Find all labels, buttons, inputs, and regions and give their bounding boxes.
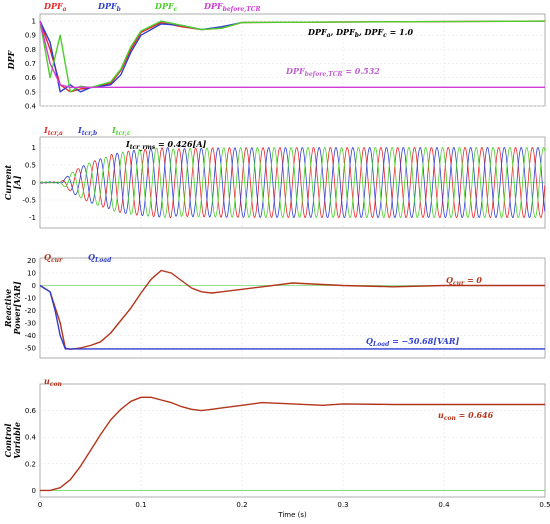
plot-area: [39, 13, 546, 107]
series-group: [39, 269, 545, 350]
y-tick-label: 0.7: [25, 60, 36, 68]
panel-4: 0.6 0.4 0.2 0 ControlVariable ucon ucon = 0.64…: [3, 376, 550, 519]
x-tick-label: 0.1: [135, 501, 146, 509]
y-tick-label: 10: [27, 270, 36, 278]
y-axis-label: DPF: [6, 49, 16, 70]
legend-item: DPFb: [97, 1, 121, 13]
legend-item: DPFbefore,TCR: [203, 1, 261, 13]
y-tick-label: 0: [32, 179, 36, 187]
panel-1: 1 0.9 0.8 0.7 0.6 0.5 0.4 DPF DPFa DPFb DPFc DPFbef…: [6, 1, 546, 111]
legend-item: Itcr,b: [77, 125, 97, 137]
y-tick-label: 0.6: [25, 74, 37, 82]
y-tick-label: -50: [25, 345, 36, 353]
series-group: [39, 20, 546, 93]
annotation: ucon = 0.646: [438, 410, 494, 422]
legend-item: ucon: [44, 376, 62, 388]
y-tick-label: -30: [25, 320, 36, 328]
legend-item: Itcr,c: [111, 125, 131, 137]
annotation: DPFa, DPFb, DPFc = 1.0: [307, 27, 413, 39]
series-line: [39, 147, 546, 218]
panel-2: 1 0.5 0 -0.5 -1 Current[A] Itcr,a Itcr,b Itcr,c I…: [3, 125, 546, 229]
series-line: [40, 396, 545, 492]
y-tick-label: 0.4: [25, 103, 37, 111]
y-tick-label: 0.2: [25, 460, 36, 468]
plot-area: [39, 257, 546, 359]
series-line: [39, 147, 546, 218]
x-axis-label: Time (s): [277, 511, 307, 519]
y-tick-label: 0.6: [25, 407, 37, 415]
y-tick-label: 0: [32, 282, 36, 290]
y-tick-label: 0.8: [25, 46, 36, 54]
x-tick-label: 0.3: [337, 501, 348, 509]
x-tick-label: 0.2: [236, 501, 247, 509]
y-tick-label: -0.5: [22, 197, 36, 205]
series-group: [39, 147, 546, 218]
x-tick-label: 0.5: [539, 501, 550, 509]
y-tick-label: 1: [32, 144, 36, 152]
legend-item: Itcr,a: [43, 125, 63, 137]
y-tick-label: 0.5: [25, 162, 36, 170]
y-tick-label: 0.5: [25, 88, 36, 96]
plot-area: [39, 383, 546, 498]
series-line: [39, 20, 545, 88]
y-tick-label: 1: [32, 18, 36, 26]
y-tick-label: -10: [25, 295, 36, 303]
series-group: [40, 396, 545, 492]
legend-item: DPFa: [43, 1, 67, 13]
annotation: Qcur = 0: [446, 275, 482, 287]
y-axis-label: ControlVariable: [3, 422, 22, 459]
x-tick-label: 0: [38, 501, 42, 509]
annotation: Itcr_rms = 0.426[A]: [125, 139, 207, 151]
y-tick-label: 0.4: [25, 434, 37, 442]
annotation: DPFbefore,TCR = 0.532: [285, 66, 380, 78]
panel-3: 20 10 0 -10 -20 -30 -40 -50 ReactivePower[VAR] Qc…: [3, 252, 546, 359]
y-tick-label: -40: [25, 332, 36, 340]
y-axis-label: Current[A]: [3, 165, 22, 201]
annotation: QLoad = −50.68[VAR]: [366, 336, 460, 348]
legend-item: QLoad: [88, 252, 112, 264]
series-line: [39, 147, 546, 218]
y-axis-label: ReactivePower[VAR]: [3, 281, 22, 336]
y-tick-label: 0: [32, 487, 36, 495]
y-tick-label: 0.9: [25, 32, 36, 40]
legend-item: DPFc: [154, 1, 178, 13]
series-line: [39, 20, 546, 93]
y-tick-label: 20: [27, 257, 36, 265]
y-tick-label: -20: [25, 307, 36, 315]
y-tick-label: -1: [29, 214, 36, 222]
x-tick-label: 0.4: [438, 501, 450, 509]
legend-item: Qcur: [44, 252, 63, 264]
series-line: [39, 284, 545, 350]
